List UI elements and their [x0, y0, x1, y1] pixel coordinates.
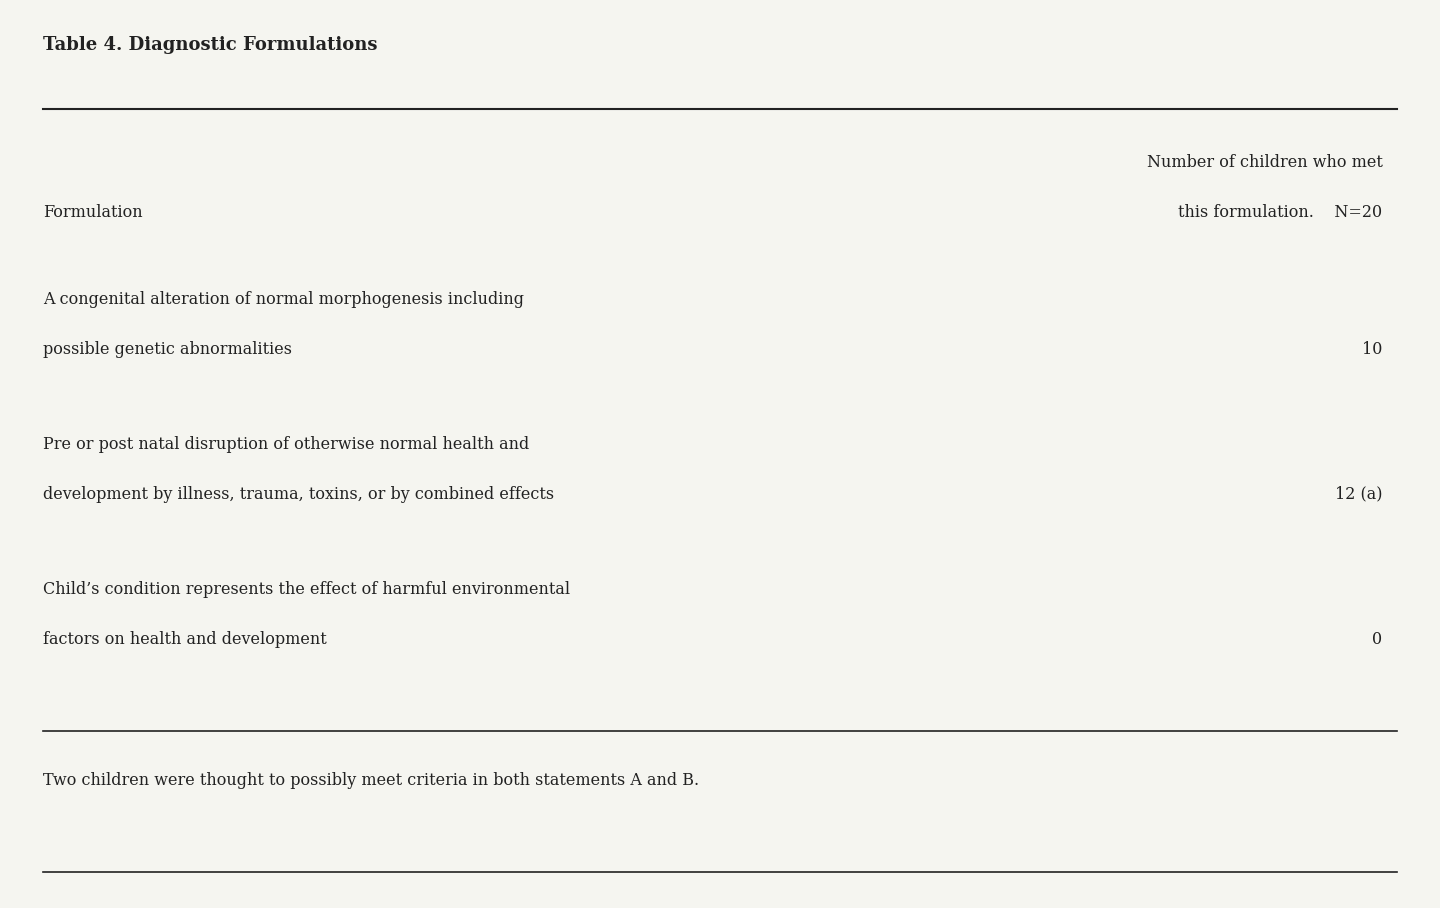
Text: Pre or post natal disruption of otherwise normal health and: Pre or post natal disruption of otherwis…: [43, 436, 530, 453]
Text: development by illness, trauma, toxins, or by combined effects: development by illness, trauma, toxins, …: [43, 486, 554, 503]
Text: Child’s condition represents the effect of harmful environmental: Child’s condition represents the effect …: [43, 581, 570, 598]
Text: 10: 10: [1362, 340, 1382, 358]
Text: 0: 0: [1372, 631, 1382, 648]
Text: Number of children who met: Number of children who met: [1146, 154, 1382, 172]
Text: factors on health and development: factors on health and development: [43, 631, 327, 648]
Text: Formulation: Formulation: [43, 204, 143, 222]
Text: Two children were thought to possibly meet criteria in both statements A and B.: Two children were thought to possibly me…: [43, 772, 700, 789]
Text: A congenital alteration of normal morphogenesis including: A congenital alteration of normal morpho…: [43, 291, 524, 308]
Text: this formulation.    N=20: this formulation. N=20: [1178, 204, 1382, 222]
Text: Table 4. Diagnostic Formulations: Table 4. Diagnostic Formulations: [43, 36, 377, 54]
Text: 12 (a): 12 (a): [1335, 486, 1382, 503]
Text: possible genetic abnormalities: possible genetic abnormalities: [43, 340, 292, 358]
